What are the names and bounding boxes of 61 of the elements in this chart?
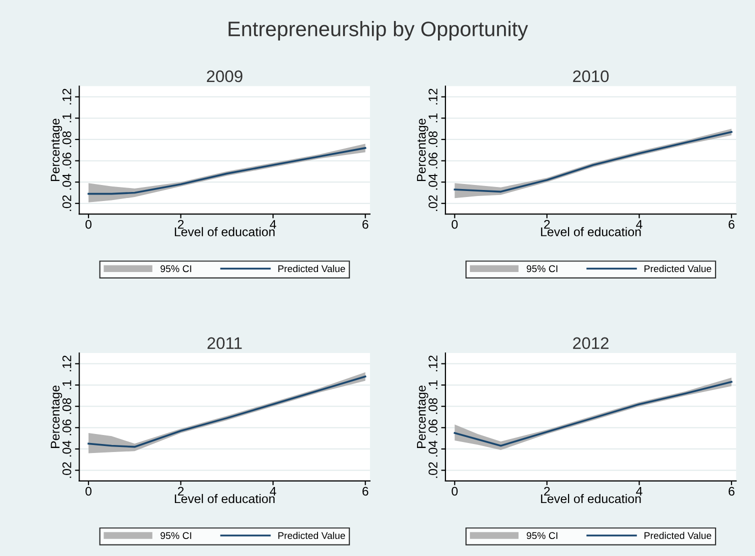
- x-tick-label: 2: [544, 486, 550, 496]
- x-axis-title: Level of education: [541, 494, 641, 504]
- x-tick-label: 6: [362, 220, 368, 229]
- y-tick-label: .1: [428, 380, 438, 390]
- y-tick-label: .08: [428, 398, 438, 414]
- x-tick-label: 4: [270, 220, 276, 229]
- y-tick-label: .08: [62, 131, 72, 148]
- x-tick-label: 0: [86, 486, 92, 496]
- x-tick-label: 0: [86, 220, 92, 229]
- y-axis-title: Percentage: [417, 118, 428, 182]
- y-tick-label: .04: [62, 174, 72, 190]
- text: Predicted Value: [644, 265, 712, 272]
- x-tick-label: 2: [544, 220, 550, 229]
- x-tick-label: 4: [270, 486, 276, 496]
- text: 95% CI: [526, 532, 558, 540]
- y-tick-label: .06: [62, 420, 72, 436]
- y-axis-title: Percentage: [50, 118, 62, 182]
- y-tick-label: .06: [428, 420, 438, 436]
- text: Predicted Value: [278, 532, 346, 540]
- y-tick-label: .12: [428, 356, 438, 372]
- text: 95% CI: [160, 532, 192, 540]
- x-tick-label: 6: [362, 486, 368, 496]
- x-tick-label: 6: [728, 220, 734, 229]
- y-tick-label: .1: [62, 380, 72, 390]
- x-tick-label: 4: [636, 220, 642, 229]
- x-tick-label: 2: [178, 486, 184, 496]
- x-tick-label: 2: [178, 220, 184, 229]
- y-tick-label: .12: [62, 356, 72, 372]
- y-tick-label: .08: [428, 131, 438, 148]
- y-tick-label: .1: [428, 114, 438, 122]
- y-axis-title: Percentage: [50, 386, 62, 448]
- text: Predicted Value: [644, 532, 712, 540]
- y-tick-label: .08: [62, 398, 72, 414]
- y-tick-label: .12: [62, 88, 72, 104]
- x-axis-title: Level of education: [541, 227, 641, 236]
- x-tick-label: 6: [728, 486, 734, 496]
- y-tick-label: .04: [62, 440, 72, 457]
- x-tick-label: 0: [452, 486, 458, 496]
- text: Predicted Value: [278, 265, 346, 272]
- y-tick-label: .02: [428, 195, 438, 211]
- x-tick-label: 4: [636, 486, 642, 496]
- chart-subtitle: 2009: [206, 70, 242, 82]
- x-axis-title: Level of education: [174, 227, 275, 236]
- y-axis-title: Percentage: [417, 386, 428, 448]
- x-tick-label: 0: [452, 220, 458, 229]
- chart-subtitle: 2010: [573, 70, 609, 82]
- y-tick-label: .04: [428, 440, 438, 457]
- y-tick-label: .02: [62, 195, 72, 211]
- y-tick-label: .12: [428, 88, 438, 104]
- chart-subtitle: 2012: [573, 337, 608, 350]
- y-tick-label: .06: [62, 152, 72, 168]
- text: 95% CI: [160, 265, 192, 272]
- y-tick-label: .02: [428, 462, 438, 478]
- text: 95% CI: [526, 265, 558, 272]
- chart-title: Entrepreneurship by Opportunity: [228, 21, 528, 40]
- y-tick-label: .04: [428, 174, 438, 190]
- y-tick-label: .1: [62, 114, 72, 122]
- y-tick-label: .02: [62, 462, 72, 478]
- chart-subtitle: 2011: [208, 337, 242, 350]
- line-series: [88, 147, 366, 195]
- y-tick-label: .06: [428, 152, 438, 168]
